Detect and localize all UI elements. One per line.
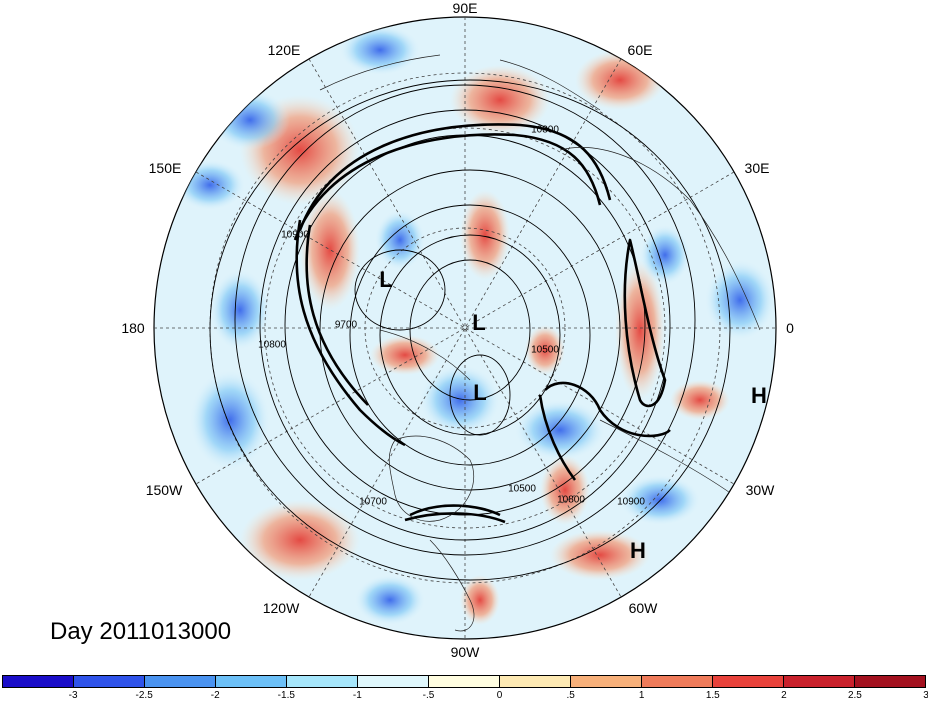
colorbar-tick-label: 2 — [781, 690, 787, 701]
lon-label-0: 0 — [786, 320, 794, 336]
contour-value-label: 10500 — [508, 483, 536, 495]
colorbar-segment — [713, 676, 784, 687]
lon-label-60w: 60W — [628, 600, 658, 616]
colorbar-segment — [145, 676, 216, 687]
colorbar-tick-label: -1 — [352, 690, 362, 701]
colorbar-tick-label: 3 — [923, 690, 928, 701]
colorbar-segment — [3, 676, 74, 687]
lon-label-150w: 150W — [145, 482, 183, 498]
colorbar-tick-label: 1 — [638, 690, 645, 701]
lon-label-60e: 60E — [627, 42, 653, 58]
colorbar — [2, 675, 926, 688]
contour-value-label: 10500 — [531, 344, 559, 356]
colorbar-tick-label: -2.5 — [135, 690, 153, 701]
colorbar-segment — [784, 676, 855, 687]
colorbar-segment — [216, 676, 287, 687]
colorbar-segment — [429, 676, 500, 687]
lon-label-90e: 90E — [452, 0, 478, 16]
anomaly-field — [175, 25, 775, 625]
colorbar-tick-label: -.5 — [422, 690, 435, 701]
continent-outlines — [319, 54, 761, 632]
colorbar-tick-label: .5 — [566, 690, 575, 701]
contour-value-label: 10800 — [557, 494, 585, 506]
date-label: Day 2011013000 — [50, 618, 232, 645]
low-center-label: L — [472, 310, 486, 335]
lon-label-120e: 120E — [267, 42, 301, 58]
colorbar-segment — [571, 676, 642, 687]
high-center-label: H — [751, 383, 767, 408]
lon-label-120w: 120W — [262, 600, 300, 616]
contour-value-label: 10900 — [281, 229, 309, 241]
colorbar-segment — [74, 676, 145, 687]
lon-label-150e: 150E — [148, 160, 182, 176]
colorbar-segment — [642, 676, 713, 687]
colorbar-tick-label: 2.5 — [847, 690, 862, 701]
colorbar-segment — [855, 676, 925, 687]
high-center-label: H — [630, 538, 646, 563]
graticule — [154, 17, 776, 639]
colorbar-segment — [500, 676, 571, 687]
contour-value-label: 10700 — [359, 496, 387, 508]
colorbar-tick-label: -1.5 — [277, 690, 295, 701]
contour-value-label: 9700 — [334, 319, 358, 331]
colorbar-tick-label: -3 — [68, 690, 78, 701]
lon-label-180: 180 — [121, 320, 145, 336]
colorbar-segment — [287, 676, 358, 687]
lon-label-90w: 90W — [450, 644, 480, 660]
colorbar-tick-label: 0 — [496, 690, 503, 701]
colorbar-segment — [358, 676, 429, 687]
colorbar-tick-label: 1.5 — [705, 690, 720, 701]
contour-value-label: 10800 — [531, 124, 559, 136]
lon-label-30w: 30W — [745, 482, 775, 498]
colorbar-tick-label: -2 — [210, 690, 220, 701]
low-center-label: L — [473, 380, 487, 405]
jet-contours — [293, 123, 671, 524]
low-center-label: L — [379, 267, 393, 292]
lon-label-30e: 30E — [744, 160, 770, 176]
contour-value-label: 10900 — [617, 496, 645, 508]
contour-value-label: 10800 — [258, 339, 286, 351]
